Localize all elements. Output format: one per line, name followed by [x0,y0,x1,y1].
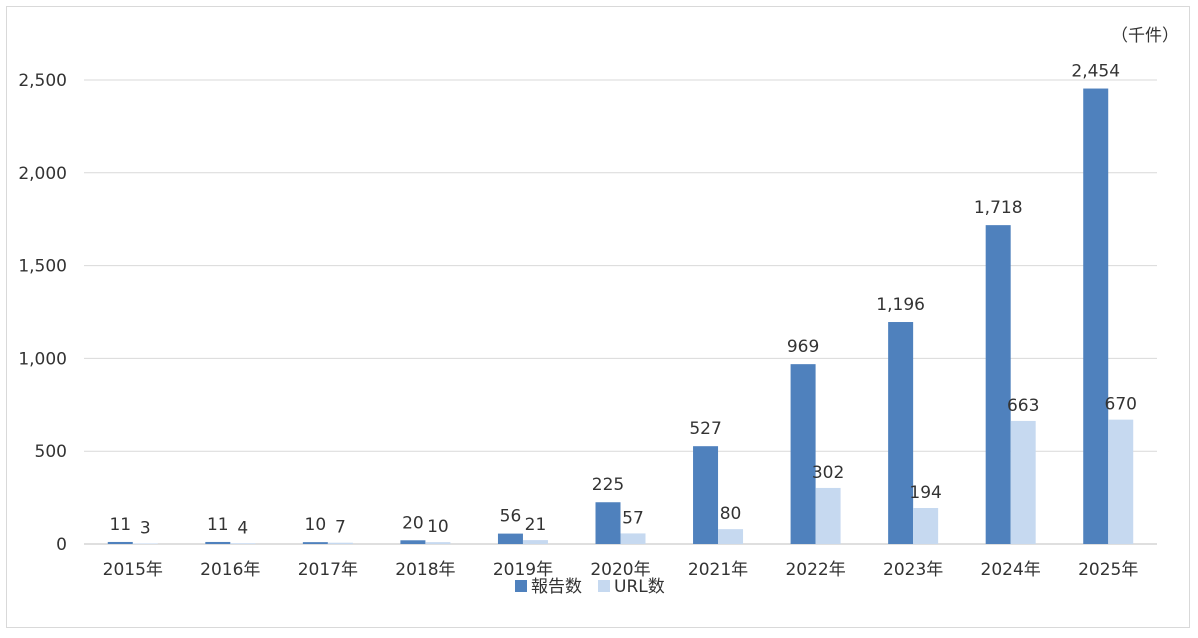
footer-strip [0,630,1198,638]
bar-報告数 [790,364,816,544]
data-label: 57 [622,508,644,528]
data-label: 225 [592,475,624,495]
bar-報告数 [693,446,719,544]
data-label: 2,454 [1071,62,1120,82]
y-tick-label: 0 [56,535,67,555]
x-tick-label: 2015年 [103,560,163,580]
bar-URL数 [425,542,451,544]
bar-URL数 [815,487,841,544]
data-label: 1,718 [974,198,1023,218]
data-label: 670 [1105,395,1137,415]
bar-URL数 [718,529,744,544]
x-tick-label: 2025年 [1078,560,1138,580]
bar-報告数 [985,225,1011,544]
y-axis-ticks: 0 500 1,000 1,500 2,000 2,500 [18,71,67,555]
data-label: 21 [525,515,547,535]
bar-報告数 [205,541,231,544]
bar-URL数 [620,533,646,544]
bars [107,88,1134,544]
data-label: 20 [402,513,424,533]
bar-chart: （千件） 0 500 1,000 1,500 2,000 2,500 11 3 11 4 10 7 2… [18,26,1179,597]
x-tick-label: 2017年 [298,560,358,580]
data-label: 10 [427,517,449,537]
y-tick-label: 500 [35,442,67,462]
data-label: 3 [140,518,151,538]
bar-URL数 [1108,419,1134,544]
data-label: 7 [335,518,346,538]
data-label: 11 [109,515,131,535]
y-tick-label: 1,000 [18,349,67,369]
y-tick-label: 2,500 [18,71,67,91]
data-label: 10 [305,515,327,535]
bar-報告数 [302,542,328,544]
chart-frame: （千件） 0 500 1,000 1,500 2,000 2,500 11 3 11 4 10 7 2… [6,6,1190,628]
data-label: 4 [237,518,248,538]
x-tick-label: 2023年 [883,560,943,580]
x-tick-label: 2019年 [493,560,553,580]
legend-swatch [515,580,527,592]
bar-報告数 [595,502,621,544]
data-label: 56 [500,507,522,527]
bar-URL数 [327,542,353,544]
data-label: 302 [812,463,844,483]
legend: 報告数 URL数 [515,577,665,597]
data-label: 969 [787,337,819,357]
legend-swatch [598,580,610,592]
gridlines [84,79,1157,545]
bar-URL数 [230,543,256,544]
legend-entry: URL数 [614,577,665,597]
data-label: 11 [207,515,229,535]
bar-報告数 [1083,88,1109,544]
x-tick-label: 2021年 [688,560,748,580]
bar-URL数 [913,507,939,544]
x-tick-label: 2020年 [590,560,650,580]
bar-報告数 [888,322,914,544]
bar-URL数 [522,540,548,544]
x-tick-label: 2016年 [200,560,260,580]
y-tick-label: 1,500 [18,257,67,277]
legend-entry: 報告数 [531,577,582,597]
data-label: 80 [720,504,742,524]
bar-報告数 [400,540,426,544]
bar-URL数 [1010,420,1036,544]
bar-URL数 [132,543,158,544]
bar-報告数 [497,533,523,544]
y-tick-label: 2,000 [18,164,67,184]
data-label: 194 [909,483,941,503]
unit-label: （千件） [1111,26,1179,46]
data-label: 1,196 [876,295,925,315]
bar-報告数 [107,541,133,544]
x-tick-label: 2022年 [785,560,845,580]
x-axis-ticks: 2015年 2016年 2017年 2018年 2019年 2020年 2021年 2022年… [103,560,1139,580]
data-label: 527 [689,419,721,439]
data-label: 663 [1007,396,1039,416]
x-tick-label: 2018年 [395,560,455,580]
x-tick-label: 2024年 [981,560,1041,580]
